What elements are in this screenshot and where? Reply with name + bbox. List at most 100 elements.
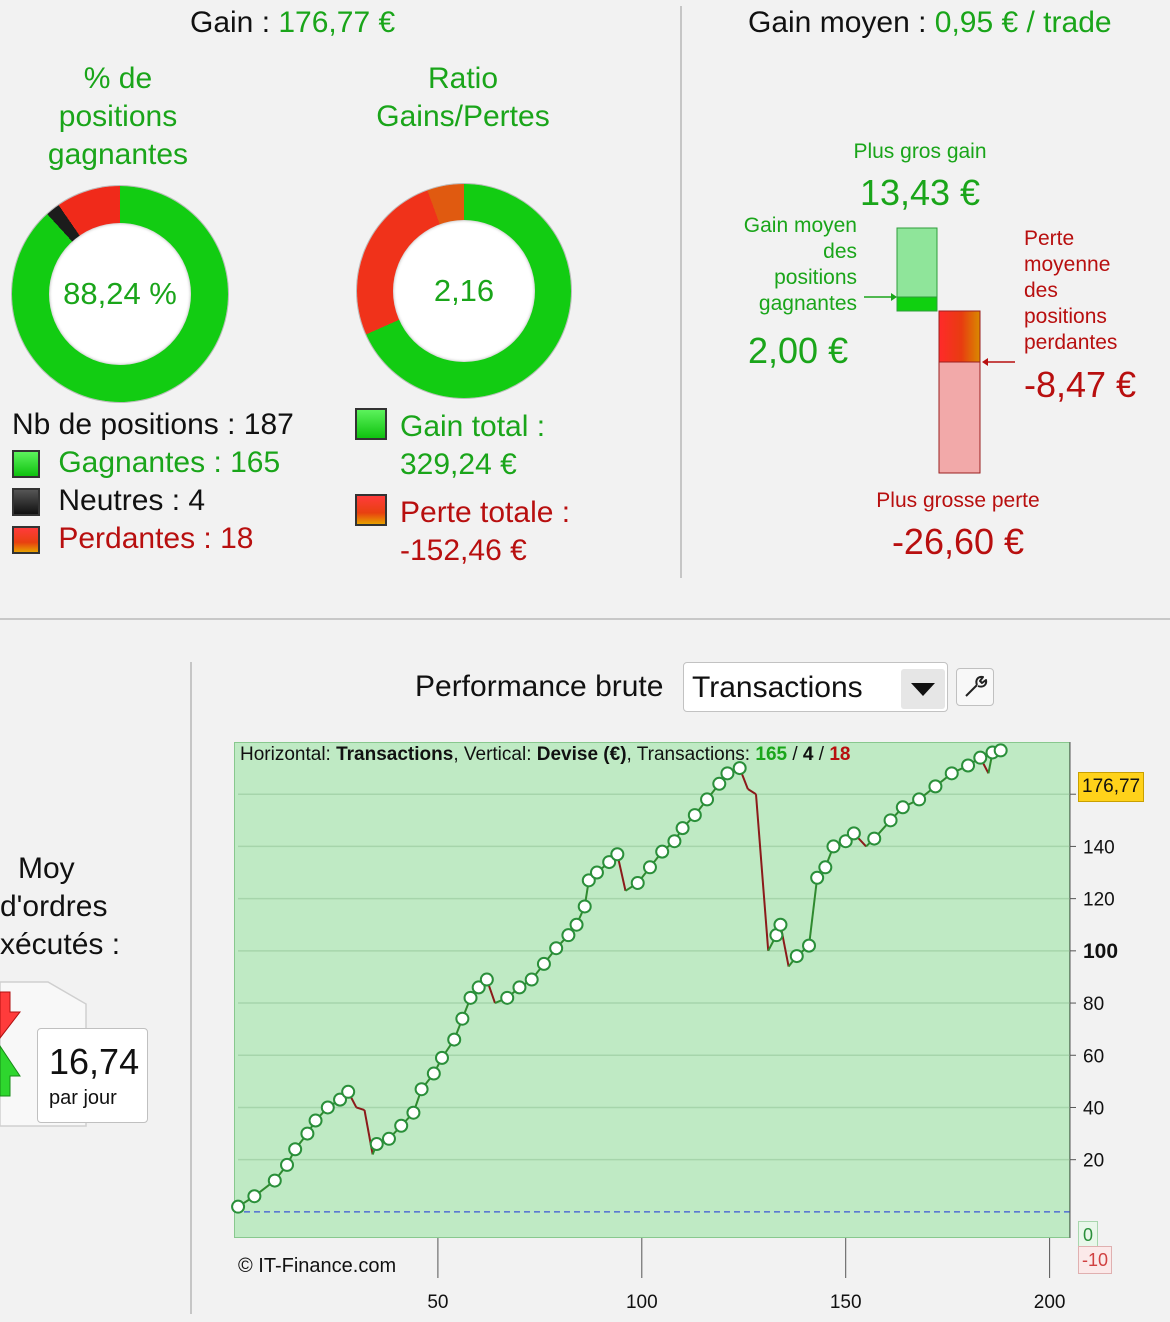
- data-point: [231, 1199, 246, 1214]
- avg-loss-label-line: moyenne: [1024, 253, 1111, 276]
- section-divider: [0, 618, 1170, 620]
- neutral-positions: Neutres : 4: [12, 484, 205, 518]
- chart-info-text: , Vertical:: [453, 744, 537, 765]
- neutral-legend-swatch: [12, 488, 40, 517]
- avg-win-arrow-head: [891, 293, 897, 301]
- x-tick-label: 200: [1034, 1292, 1066, 1313]
- x-tick-label: 100: [626, 1292, 658, 1313]
- performance-select[interactable]: Transactions: [683, 662, 948, 712]
- win-rate-title: % de positions gagnantes: [0, 60, 236, 174]
- data-point: [512, 980, 527, 995]
- data-point: [630, 875, 645, 890]
- data-point: [961, 758, 976, 773]
- y-tick-label: 120: [1083, 890, 1115, 911]
- avg-gain-value: 0,95 € / trade: [934, 6, 1112, 39]
- avg-loss-label-line: positions: [1024, 305, 1107, 328]
- line-segment-down: [356, 1106, 365, 1112]
- data-point: [414, 1082, 429, 1097]
- win-rate-donut-center: 88,24 %: [49, 223, 191, 365]
- data-point: [333, 1092, 348, 1107]
- avg-loss-label-line: des: [1024, 279, 1058, 302]
- chart-info-text: Devise (€): [536, 744, 627, 765]
- data-point: [569, 917, 584, 932]
- worst-loss-value: -26,60 €: [891, 521, 1025, 562]
- data-point: [581, 873, 596, 888]
- best-gain-value: 13,43 €: [859, 172, 981, 213]
- data-point: [434, 1050, 449, 1065]
- chart-info-text: Transactions: [336, 744, 454, 765]
- winning-legend-swatch: [12, 450, 40, 479]
- ratio-title-line: Gains/Pertes: [376, 100, 550, 133]
- win-rate-title-line: gagnantes: [47, 138, 189, 171]
- data-point: [577, 899, 592, 914]
- dropdown-button[interactable]: [901, 669, 945, 709]
- data-point: [973, 750, 988, 765]
- data-point: [712, 776, 727, 791]
- chart-info-win: 165: [755, 744, 788, 765]
- chart-info-text: /: [813, 744, 830, 765]
- data-point: [810, 870, 825, 885]
- x-tick-label: 50: [427, 1292, 448, 1313]
- loss-total-swatch: [355, 494, 387, 526]
- data-point: [802, 938, 817, 953]
- ratio-donut-center: 2,16: [393, 220, 535, 362]
- y-tick-label: 40: [1083, 1098, 1104, 1119]
- zero-badge: 0: [1078, 1221, 1099, 1249]
- chevron-down-icon: [911, 683, 935, 696]
- ratio-value: 2,16: [433, 273, 495, 308]
- data-point: [773, 917, 788, 932]
- data-point: [610, 847, 625, 862]
- orders-label-line: xécutés :: [0, 928, 121, 961]
- avg-loss-label: Perte moyenne des positions perdantes: [1024, 226, 1117, 356]
- total-positions: Nb de positions : 187: [12, 408, 294, 441]
- data-point: [602, 855, 617, 870]
- y-tick-label: 140: [1083, 837, 1115, 858]
- orders-label-line: d'ordres: [0, 890, 108, 923]
- data-point: [944, 766, 959, 781]
- data-point: [447, 1032, 462, 1047]
- data-point: [667, 834, 682, 849]
- avg-loss-value: -8,47 €: [1024, 364, 1137, 405]
- gain-total-value: 329,24 €: [400, 448, 517, 481]
- data-point: [247, 1189, 262, 1204]
- data-point: [561, 928, 576, 943]
- best-gain-label: Plus gros gain: [853, 140, 987, 163]
- avg-loss-label-line: perdantes: [1024, 331, 1118, 354]
- avg-win-label-line: positions: [774, 266, 857, 289]
- current-value-badge: 176,77: [1078, 772, 1145, 802]
- worst-loss-label: Plus grosse perte: [876, 489, 1040, 512]
- avg-loss-arrow-head: [982, 358, 988, 366]
- line-segment-down: [747, 788, 757, 796]
- data-point: [320, 1100, 335, 1115]
- avg-loss-bar: [938, 310, 981, 363]
- orders-per-day-value: 16,74: [49, 1041, 140, 1082]
- data-point: [267, 1173, 282, 1188]
- gain-total-swatch: [355, 408, 387, 440]
- performance-chart: [234, 742, 1070, 1238]
- data-point: [500, 990, 515, 1005]
- data-point: [406, 1105, 421, 1120]
- winning-positions-label: Gagnantes : 165: [58, 446, 281, 479]
- gain-total-label: Gain total :: [400, 410, 546, 443]
- gain-label: Gain :: [190, 6, 279, 39]
- copyright: © IT-Finance.com: [238, 1255, 397, 1277]
- y-tick-label: 100: [1083, 940, 1118, 963]
- win-rate-title-line: positions: [58, 100, 178, 133]
- wrench-icon: [965, 675, 988, 697]
- loss-total: Perte totale : -152,46 €: [400, 494, 570, 570]
- winning-positions: Gagnantes : 165: [12, 446, 280, 480]
- data-point: [300, 1126, 315, 1141]
- data-point: [993, 743, 1008, 758]
- data-point: [675, 821, 690, 836]
- data-point: [687, 808, 702, 823]
- neutral-positions-label: Neutres : 4: [58, 484, 206, 517]
- avg-win-bar: [896, 296, 938, 312]
- data-point: [394, 1118, 409, 1133]
- settings-button[interactable]: [956, 668, 994, 706]
- data-point: [928, 779, 943, 794]
- data-point: [883, 813, 898, 828]
- data-point: [341, 1084, 356, 1099]
- data-point: [308, 1113, 323, 1128]
- y-tick-label: 20: [1083, 1151, 1104, 1172]
- y-tick-label: 80: [1083, 994, 1104, 1015]
